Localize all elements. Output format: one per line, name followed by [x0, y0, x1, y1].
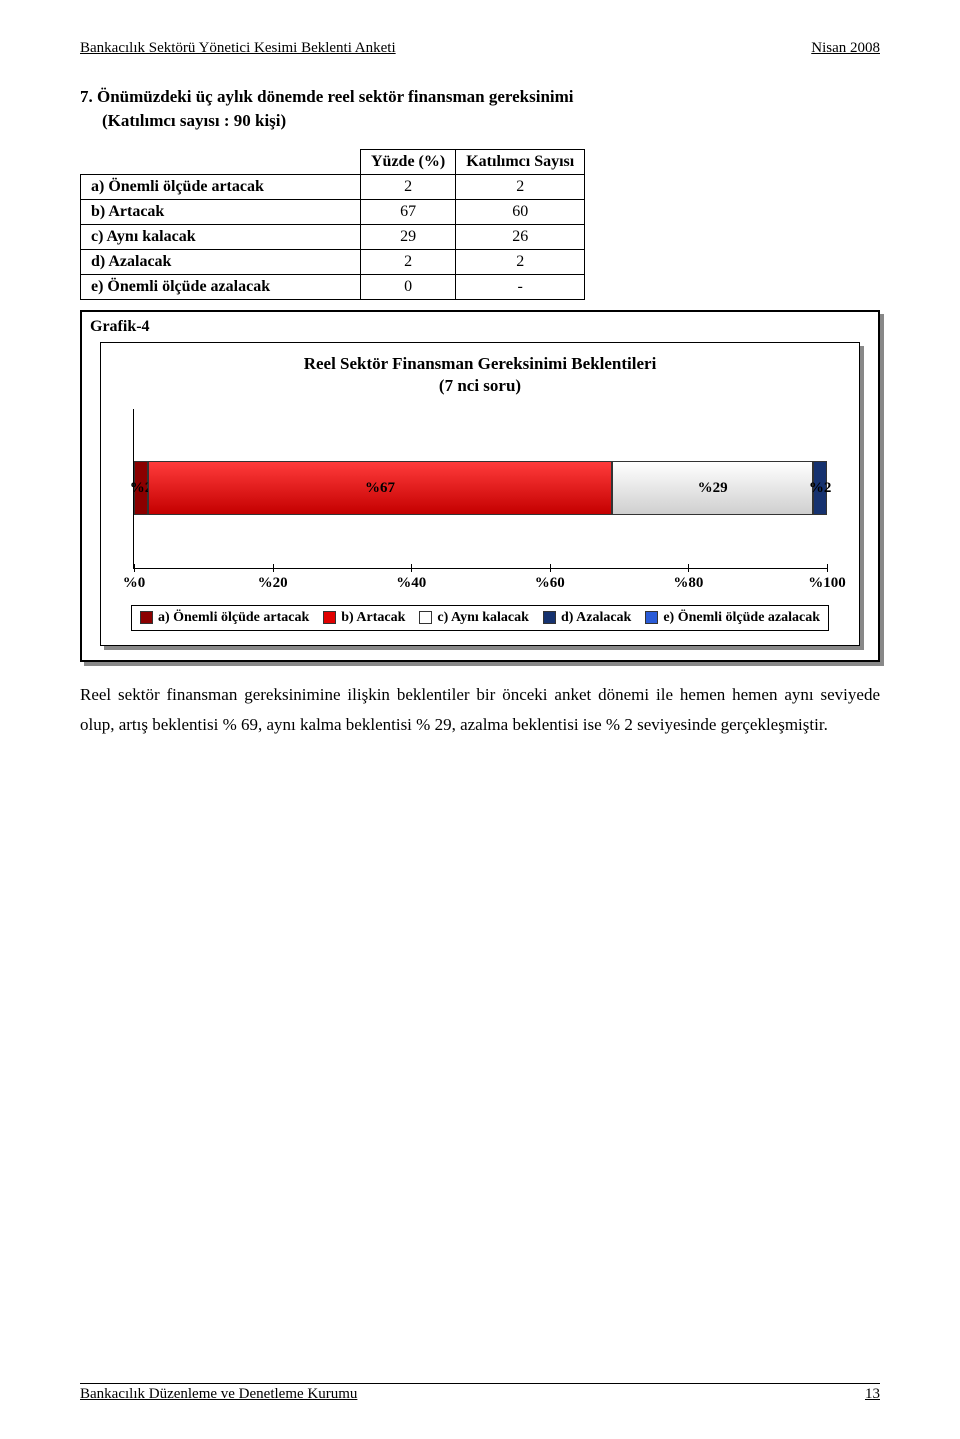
axis-tick: [134, 564, 135, 572]
legend-label: e) Önemli ölçüde azalacak: [663, 610, 820, 626]
row-label: a) Önemli ölçüde artacak: [81, 174, 361, 199]
row-label: c) Aynı kalacak: [81, 224, 361, 249]
legend-label: a) Önemli ölçüde artacak: [158, 610, 309, 626]
axis-tick-label: %60: [535, 575, 565, 592]
table-row: c) Aynı kalacak 29 26: [81, 224, 585, 249]
axis-tick-label: %0: [123, 575, 146, 592]
chart-frame-label: Grafik-4: [82, 312, 878, 336]
page-footer: Bankacılık Düzenleme ve Denetleme Kurumu…: [80, 1383, 880, 1403]
bar-segment-c: %29: [612, 461, 813, 515]
legend-label: b) Artacak: [341, 610, 405, 626]
legend-item-c: c) Aynı kalacak: [419, 610, 529, 626]
legend-label: c) Aynı kalacak: [437, 610, 529, 626]
question-block: 7. Önümüzdeki üç aylık dönemde reel sekt…: [80, 85, 880, 133]
legend-item-a: a) Önemli ölçüde artacak: [140, 610, 309, 626]
bar-segment-label: %29: [698, 480, 728, 497]
axis-tick: [411, 564, 412, 572]
row-count: 26: [456, 224, 585, 249]
row-label: e) Önemli ölçüde azalacak: [81, 274, 361, 299]
response-table: Yüzde (%) Katılımcı Sayısı a) Önemli ölç…: [80, 149, 585, 300]
chart-title: Reel Sektör Finansman Gereksinimi Beklen…: [101, 343, 859, 399]
legend-item-b: b) Artacak: [323, 610, 405, 626]
axis-tick: [550, 564, 551, 572]
legend-swatch: [419, 611, 432, 624]
page-header: Bankacılık Sektörü Yönetici Kesimi Bekle…: [80, 40, 880, 57]
legend-swatch: [543, 611, 556, 624]
bar-row: %2 %67 %29 %2: [134, 461, 827, 515]
footer-left: Bankacılık Düzenleme ve Denetleme Kurumu: [80, 1386, 357, 1403]
row-pct: 2: [361, 249, 456, 274]
legend-swatch: [323, 611, 336, 624]
axis-tick-label: %80: [673, 575, 703, 592]
header-right: Nisan 2008: [811, 40, 880, 57]
table-row: a) Önemli ölçüde artacak 2 2: [81, 174, 585, 199]
axis-tick-label: %40: [396, 575, 426, 592]
bar-segment-label: %2: [809, 480, 832, 497]
chart-title-line2: (7 nci soru): [439, 376, 521, 395]
question-line-2: (Katılımcı sayısı : 90 kişi): [80, 109, 880, 133]
row-pct: 29: [361, 224, 456, 249]
col-header-count: Katılımcı Sayısı: [456, 149, 585, 174]
axis-tick: [688, 564, 689, 572]
bar-segment-label: %67: [365, 480, 395, 497]
table-row: e) Önemli ölçüde azalacak 0 -: [81, 274, 585, 299]
bar-segment-d: %2: [813, 461, 827, 515]
row-pct: 67: [361, 199, 456, 224]
legend-label: d) Azalacak: [561, 610, 631, 626]
row-pct: 2: [361, 174, 456, 199]
footer-right: 13: [865, 1386, 880, 1403]
row-pct: 0: [361, 274, 456, 299]
bar-segment-a: %2: [134, 461, 148, 515]
summary-paragraph: Reel sektör finansman gereksinimine iliş…: [80, 680, 880, 741]
axis-tick: [273, 564, 274, 572]
table-row: d) Azalacak 2 2: [81, 249, 585, 274]
chart-box: Reel Sektör Finansman Gereksinimi Beklen…: [100, 342, 860, 646]
legend-swatch: [645, 611, 658, 624]
col-header-pct: Yüzde (%): [361, 149, 456, 174]
row-count: 2: [456, 249, 585, 274]
table-header-row: Yüzde (%) Katılımcı Sayısı: [81, 149, 585, 174]
row-count: 2: [456, 174, 585, 199]
chart-title-line1: Reel Sektör Finansman Gereksinimi Beklen…: [304, 354, 657, 373]
bar-segment-b: %67: [148, 461, 612, 515]
legend-item-e: e) Önemli ölçüde azalacak: [645, 610, 820, 626]
row-count: 60: [456, 199, 585, 224]
plot-inner: %2%67%29%2 %0%20%40%60%80%100: [133, 409, 827, 569]
row-label: b) Artacak: [81, 199, 361, 224]
row-label: d) Azalacak: [81, 249, 361, 274]
table-row: b) Artacak 67 60: [81, 199, 585, 224]
axis-tick: [827, 564, 828, 572]
header-left: Bankacılık Sektörü Yönetici Kesimi Bekle…: [80, 40, 396, 57]
question-line-1: 7. Önümüzdeki üç aylık dönemde reel sekt…: [80, 85, 880, 109]
axis-tick-label: %20: [258, 575, 288, 592]
chart-frame: Grafik-4 Reel Sektör Finansman Gereksini…: [80, 310, 880, 662]
axis-tick-label: %100: [808, 575, 846, 592]
row-count: -: [456, 274, 585, 299]
chart-legend: a) Önemli ölçüde artacak b) Artacak c) Ayn…: [131, 605, 829, 631]
legend-item-d: d) Azalacak: [543, 610, 631, 626]
plot-area: %2%67%29%2 %0%20%40%60%80%100: [119, 399, 841, 599]
legend-swatch: [140, 611, 153, 624]
